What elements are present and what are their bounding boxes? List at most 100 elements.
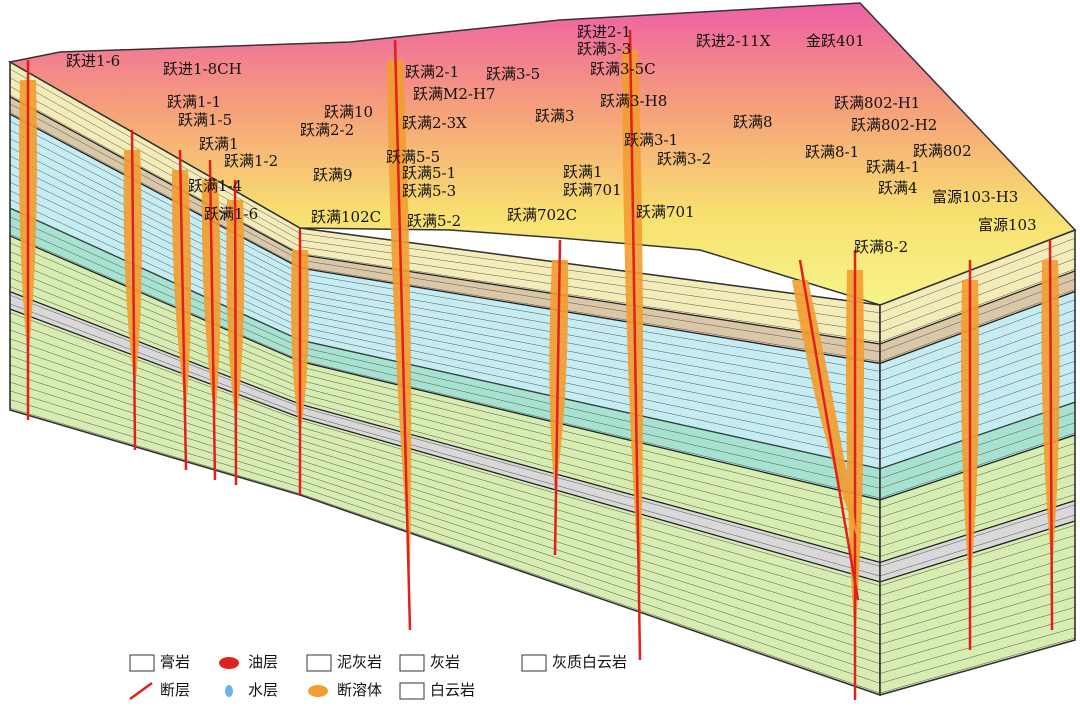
bedding-line bbox=[9, 216, 301, 348]
bedding-line bbox=[9, 286, 301, 401]
bedding-line bbox=[879, 432, 1076, 499]
bedding-line bbox=[299, 413, 881, 577]
bedding-line bbox=[9, 321, 301, 428]
bedding-line bbox=[9, 225, 301, 354]
legend-label: 断层 bbox=[160, 681, 190, 699]
bedding-line bbox=[299, 353, 881, 489]
legend-swatch bbox=[219, 657, 239, 669]
legend-swatch bbox=[129, 654, 155, 672]
well-label: 跃满9 bbox=[313, 166, 353, 184]
bedding-line bbox=[299, 440, 881, 616]
bedding-line bbox=[9, 347, 301, 448]
bedding-line bbox=[9, 164, 301, 307]
bedding-line bbox=[879, 463, 1076, 528]
well-label: 跃满102C bbox=[311, 208, 381, 226]
bedding-line bbox=[9, 381, 301, 474]
legend-label: 灰岩 bbox=[430, 653, 460, 671]
fault bbox=[553, 239, 562, 556]
legend-label: 灰质白云岩 bbox=[552, 653, 627, 671]
bedding-line bbox=[9, 277, 301, 394]
well-label: 跃进2-11X bbox=[696, 32, 771, 50]
legend-swatch bbox=[306, 654, 332, 672]
well-label: 跃满1-4 bbox=[188, 177, 242, 195]
bedding-line bbox=[299, 486, 881, 684]
bedding-line bbox=[9, 147, 301, 294]
bedding-line bbox=[9, 312, 301, 421]
bedding-line bbox=[299, 460, 881, 645]
bedding-line bbox=[9, 234, 301, 361]
well-label: 跃进2-1 bbox=[577, 23, 631, 41]
well-label: 跃满3-5C bbox=[590, 60, 656, 78]
fault bbox=[178, 149, 188, 471]
bedding-line bbox=[9, 112, 301, 267]
bedding-line bbox=[299, 399, 881, 557]
bedding-line bbox=[879, 565, 1076, 626]
bedding-line bbox=[299, 446, 881, 626]
bedding-line bbox=[879, 504, 1076, 567]
fault bbox=[208, 159, 217, 481]
bedding-line bbox=[299, 393, 881, 548]
well-label: 跃满1-5 bbox=[178, 111, 232, 129]
well-label: 跃满3-H8 bbox=[600, 92, 667, 110]
bedding-line bbox=[9, 408, 301, 494]
well-label: 跃满M2-H7 bbox=[413, 85, 496, 103]
well-label: 跃满1-2 bbox=[224, 152, 278, 170]
bedding-line bbox=[879, 555, 1076, 616]
well-label: 跃满10 bbox=[324, 103, 373, 121]
bedding-line bbox=[879, 617, 1076, 674]
bedding-line bbox=[9, 390, 301, 481]
bedding-line bbox=[879, 524, 1076, 587]
well-label: 跃满1 bbox=[199, 135, 239, 153]
well-label: 跃满701 bbox=[563, 181, 622, 199]
well-label: 跃满2-2 bbox=[300, 121, 354, 139]
bedding-line bbox=[9, 199, 301, 334]
legend-label: 水层 bbox=[248, 681, 278, 699]
fault bbox=[130, 129, 137, 451]
bedding-line bbox=[9, 355, 301, 454]
bedding-line bbox=[299, 359, 881, 499]
bedding-line bbox=[879, 514, 1076, 577]
well-label: 跃满5-5 bbox=[386, 148, 440, 166]
bedding-line bbox=[9, 294, 301, 408]
bedding-line bbox=[9, 338, 301, 441]
well-label: 跃满3-1 bbox=[624, 131, 678, 149]
bedding-line bbox=[299, 433, 881, 606]
bedding-line bbox=[299, 493, 881, 694]
well-label: 跃满702C bbox=[507, 206, 577, 224]
bedding-line bbox=[879, 237, 1076, 314]
well-label: 跃满1 bbox=[563, 163, 603, 181]
bedding-line bbox=[879, 576, 1076, 635]
bedding-line bbox=[299, 480, 881, 674]
bedding-line bbox=[879, 453, 1076, 518]
legend-swatch bbox=[521, 654, 547, 672]
well-label: 跃满1-1 bbox=[167, 93, 221, 111]
legend-label: 膏岩 bbox=[160, 653, 190, 671]
bedding-line bbox=[299, 419, 881, 587]
bedding-line bbox=[879, 586, 1076, 645]
bedding-line bbox=[9, 364, 301, 461]
bedding-line bbox=[299, 473, 881, 665]
bedding-line bbox=[9, 190, 301, 328]
well-label: 富源103 bbox=[978, 216, 1037, 234]
bedding-line bbox=[879, 637, 1076, 694]
legend-label: 油层 bbox=[248, 653, 278, 671]
bedding-line bbox=[299, 453, 881, 635]
legend-label: 泥灰岩 bbox=[337, 653, 382, 671]
well-label: 跃满802-H1 bbox=[834, 94, 920, 112]
well-label: 跃满5-2 bbox=[407, 212, 461, 230]
legend-label: 白云岩 bbox=[430, 681, 475, 699]
bedding-line bbox=[299, 466, 881, 655]
bedding-line bbox=[879, 483, 1076, 548]
bedding-line bbox=[9, 268, 301, 388]
bedding-line bbox=[879, 473, 1076, 538]
bedding-line bbox=[9, 155, 301, 301]
bedding-line bbox=[299, 373, 881, 518]
well-label: 跃满701 bbox=[636, 203, 695, 221]
bedding-line bbox=[9, 77, 301, 241]
well-label: 跃满802 bbox=[913, 142, 972, 160]
well-label: 跃满4 bbox=[878, 179, 918, 197]
well-label: 跃满2-3X bbox=[402, 114, 467, 132]
bedding-line bbox=[9, 329, 301, 434]
fault bbox=[798, 259, 860, 601]
top-surface bbox=[7, 2, 1077, 306]
